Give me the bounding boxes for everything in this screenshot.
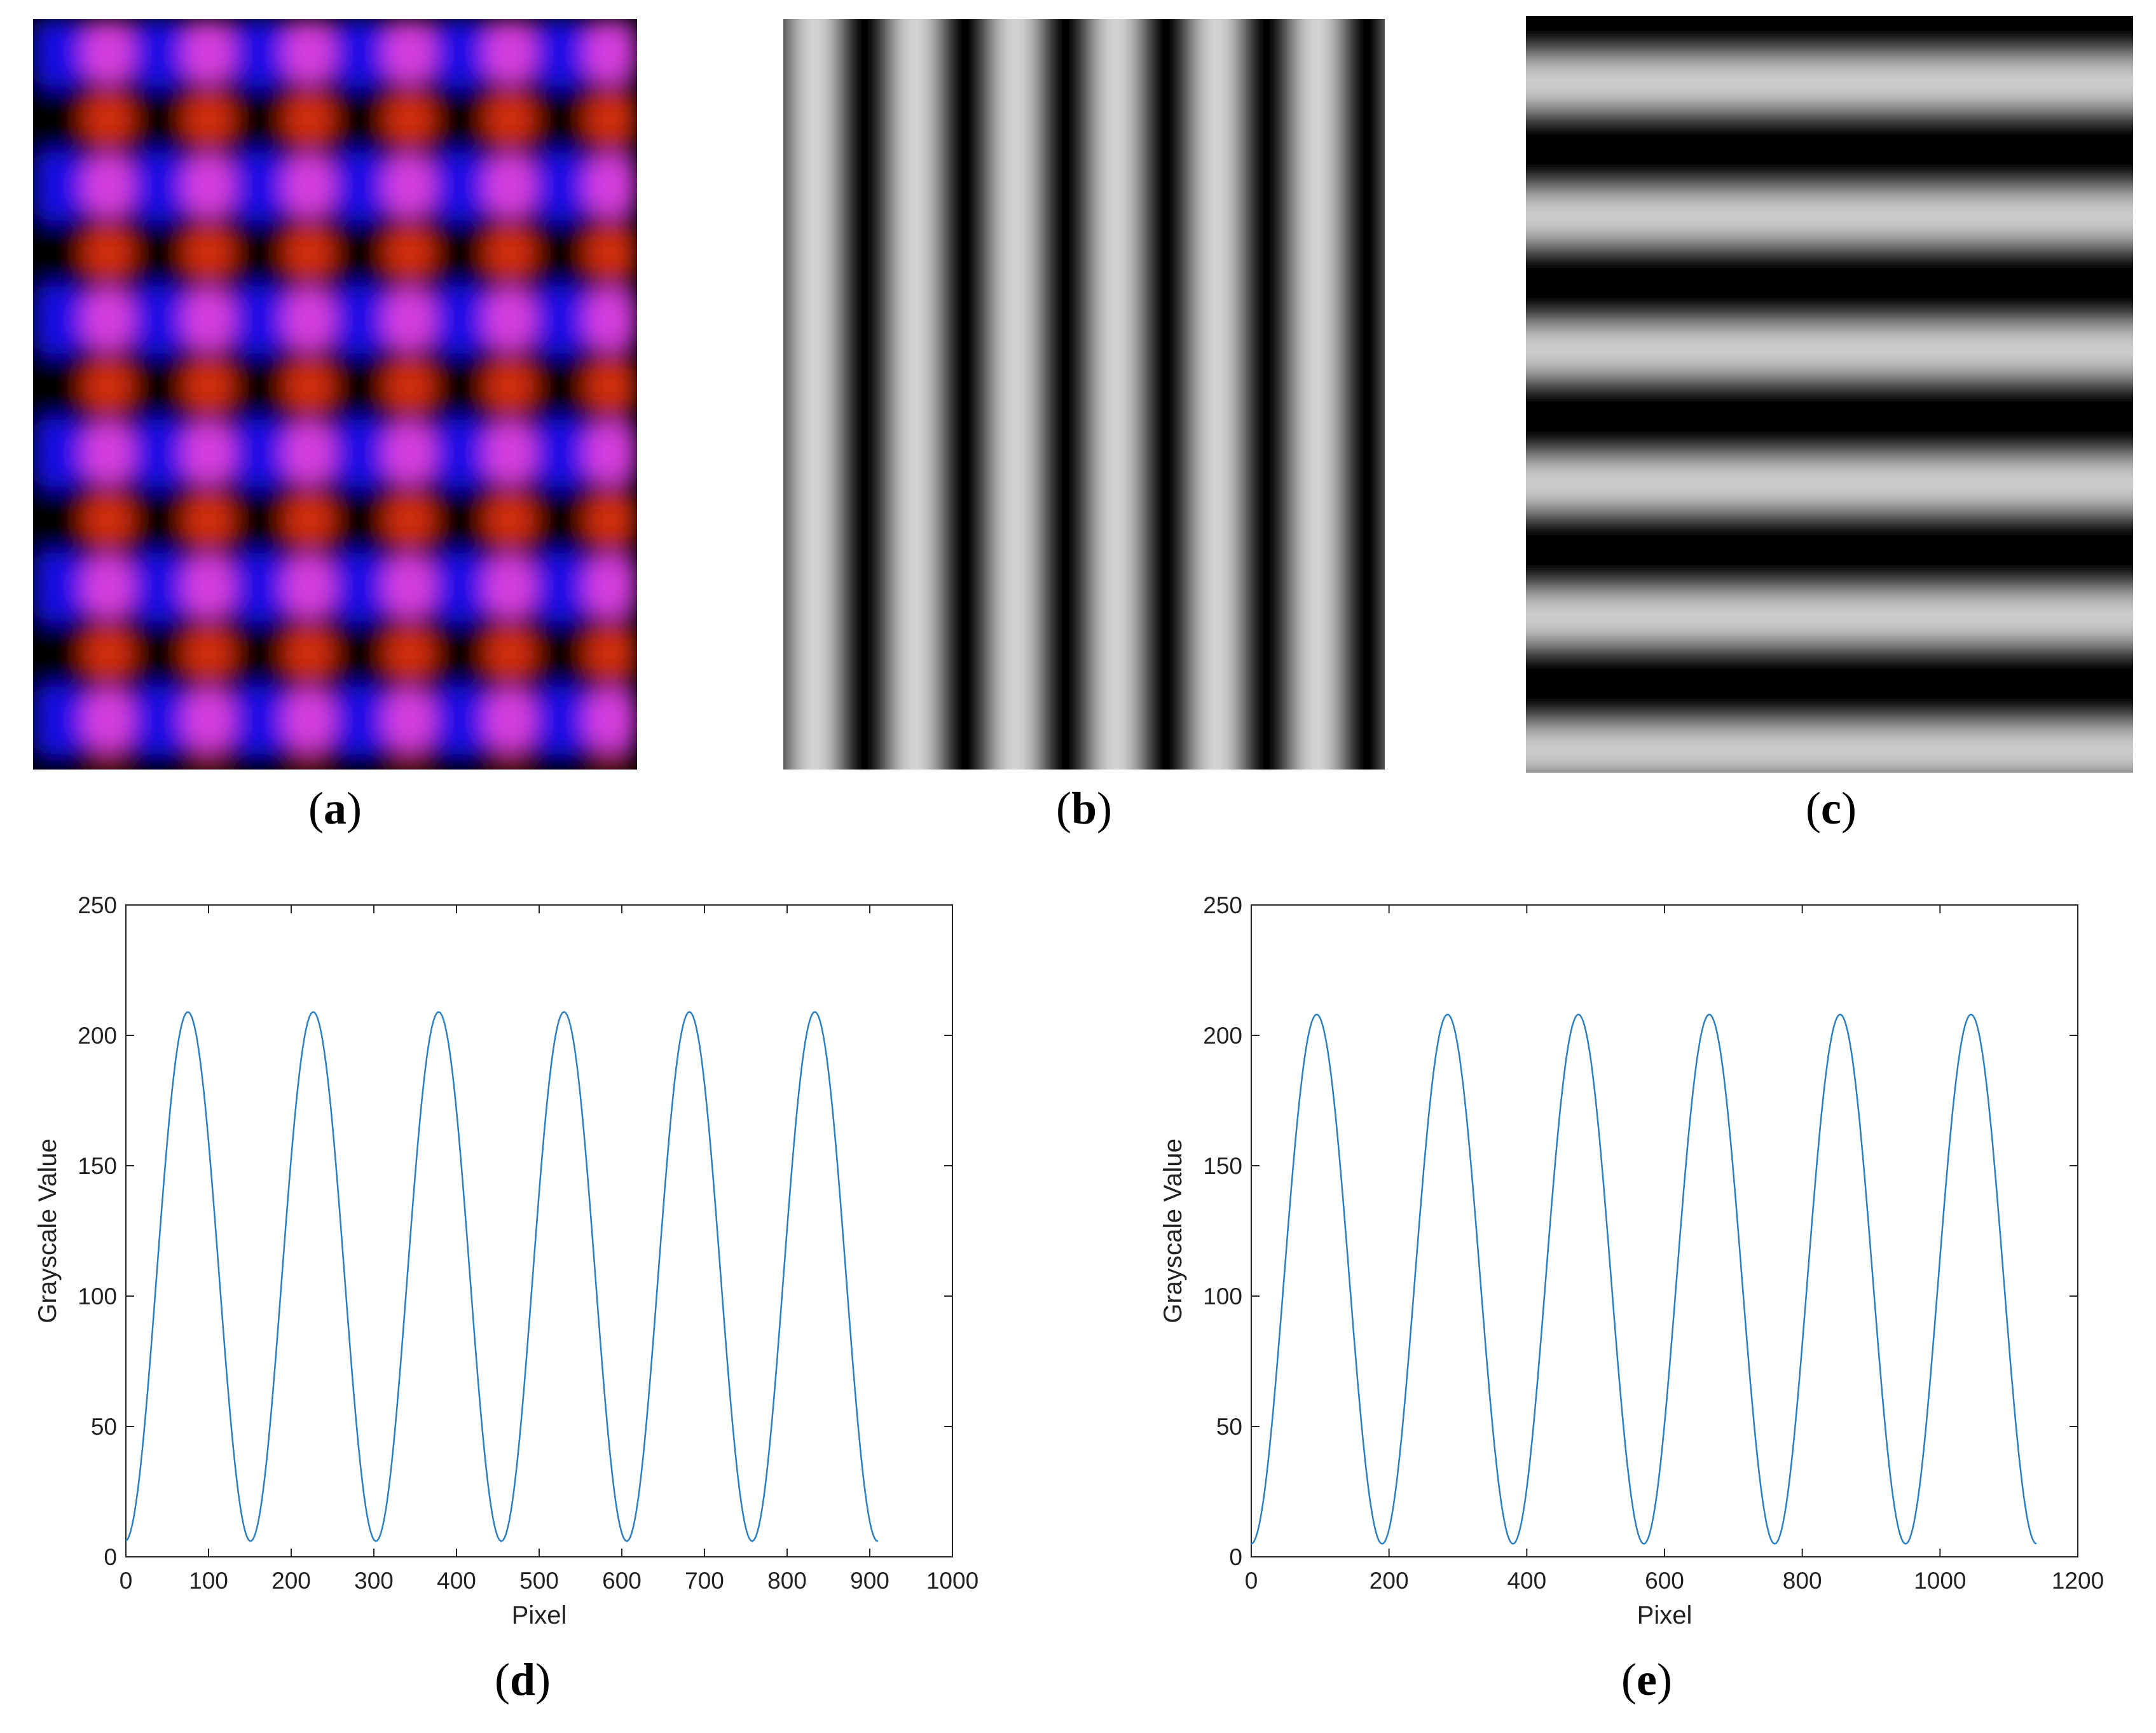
plot-d-xtick-label: 1000 xyxy=(926,1568,978,1594)
plot-e-xtick-label: 1200 xyxy=(2052,1568,2104,1594)
plot-d-ytick-label: 100 xyxy=(78,1283,117,1309)
plot-d-ytick-label: 50 xyxy=(91,1414,117,1440)
plot-e-xtick-label: 800 xyxy=(1783,1568,1822,1594)
plot-d-xtick-label: 300 xyxy=(354,1568,394,1594)
plot-e-xtick-label: 0 xyxy=(1245,1568,1258,1594)
plot-e-xtick-label: 600 xyxy=(1645,1568,1684,1594)
panel-c-image xyxy=(1526,16,2133,773)
panel-a-label: (a) xyxy=(308,783,362,834)
plot-d-xtick-label: 600 xyxy=(602,1568,642,1594)
plot-e: 0 200 400 600 800 1000 1200 0 50 100 150 200 250 Pixe… xyxy=(1159,892,2104,1629)
plot-e-ylabel: Grayscale Value xyxy=(1159,1138,1187,1323)
plot-e-xlabel: Pixel xyxy=(1637,1601,1693,1629)
panel-d-label: (d) xyxy=(494,1654,551,1705)
plot-d-xtick-label: 400 xyxy=(437,1568,476,1594)
plot-d-ytick-label: 0 xyxy=(104,1544,117,1570)
plot-d-xtick-label: 100 xyxy=(189,1568,228,1594)
plot-d-series-line xyxy=(125,1011,879,1542)
panel-b-label: (b) xyxy=(1055,783,1112,834)
plot-e-series-line xyxy=(1251,1014,2037,1545)
plot-d-xtick-label: 0 xyxy=(120,1568,133,1594)
plot-d-axes-box xyxy=(125,904,953,1557)
plot-e-xtick-label: 200 xyxy=(1370,1568,1409,1594)
plot-d-ytick-label: 250 xyxy=(78,892,117,918)
plot-e-ytick-label: 150 xyxy=(1203,1153,1242,1179)
plot-e-xtick-label: 1000 xyxy=(1914,1568,1966,1594)
plot-d-xtick-label: 700 xyxy=(685,1568,724,1594)
plot-d: 0 100 200 300 400 500 600 700 800 900 1000 0 50 100 15… xyxy=(34,892,978,1629)
panel-c-label: (c) xyxy=(1806,783,1857,834)
plot-d-xtick-label: 900 xyxy=(850,1568,889,1594)
plot-e-ytick-label: 250 xyxy=(1203,892,1242,918)
plot-d-ylabel: Grayscale Value xyxy=(34,1138,62,1323)
plot-e-ytick-label: 100 xyxy=(1203,1283,1242,1309)
plot-e-xtick-label: 400 xyxy=(1507,1568,1546,1594)
panel-e-label: (e) xyxy=(1621,1654,1672,1705)
plot-d-xtick-label: 500 xyxy=(519,1568,559,1594)
plot-e-ytick-label: 200 xyxy=(1203,1023,1242,1049)
plot-d-ytick-label: 200 xyxy=(78,1023,117,1049)
plot-d-xlabel: Pixel xyxy=(512,1601,567,1629)
plot-e-ytick-label: 50 xyxy=(1216,1414,1242,1440)
plot-e-axes-box xyxy=(1251,904,2078,1557)
plot-e-ytick-label: 0 xyxy=(1229,1544,1242,1570)
plot-d-xtick-label: 200 xyxy=(271,1568,311,1594)
plot-d-xtick-label: 800 xyxy=(767,1568,807,1594)
panel-a-image xyxy=(33,19,637,770)
panel-b-image xyxy=(783,19,1385,770)
plot-d-ytick-label: 150 xyxy=(78,1153,117,1179)
